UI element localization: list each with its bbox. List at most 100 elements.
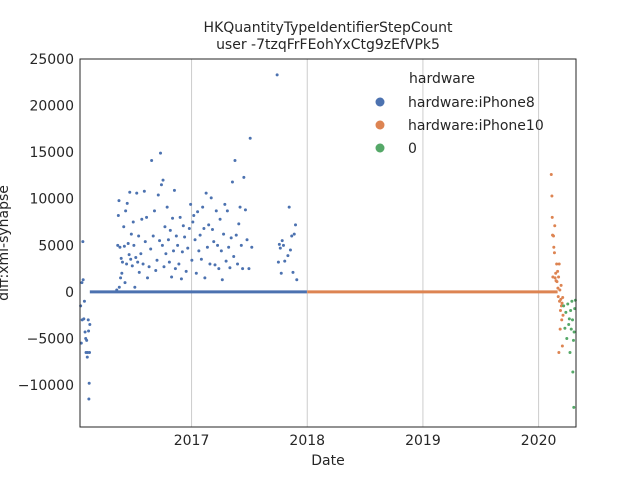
data-point — [560, 301, 564, 305]
data-point — [190, 258, 194, 262]
chart-title: HKQuantityTypeIdentifierStepCount — [204, 20, 453, 36]
data-point — [572, 405, 576, 409]
legend-label: 0 — [408, 141, 417, 157]
data-point — [572, 330, 576, 334]
data-point — [220, 278, 224, 282]
data-point — [562, 304, 566, 308]
data-point — [565, 336, 569, 340]
data-point — [559, 297, 563, 301]
data-point — [558, 327, 562, 331]
data-point — [243, 208, 247, 212]
data-point — [167, 260, 171, 264]
data-point — [141, 262, 145, 266]
data-point — [151, 234, 155, 238]
data-point — [136, 260, 140, 264]
data-point — [216, 243, 220, 247]
data-point — [560, 344, 564, 348]
data-point — [80, 281, 84, 285]
data-point — [238, 205, 242, 209]
data-point — [147, 265, 151, 269]
gridlines — [191, 59, 540, 427]
legend-title: hardware — [409, 71, 475, 87]
data-point — [207, 223, 211, 227]
data-point — [142, 189, 146, 193]
x-tick-label: 2018 — [289, 433, 325, 449]
data-point — [218, 217, 222, 221]
data-point — [250, 245, 254, 249]
data-point — [288, 248, 292, 252]
y-tick-label: −5000 — [27, 331, 74, 347]
data-point — [234, 233, 238, 237]
data-point — [286, 254, 290, 258]
data-point — [292, 232, 296, 236]
data-point — [162, 265, 166, 269]
y-tick-labels: −10000 −5000 0 5000 10000 15000 20000 25000 — [18, 52, 74, 394]
data-point — [117, 285, 121, 289]
data-point — [183, 235, 187, 239]
data-point — [203, 276, 207, 280]
data-point — [152, 209, 156, 213]
data-point — [116, 214, 120, 218]
data-point — [81, 278, 85, 282]
data-point — [178, 215, 182, 219]
data-point — [232, 255, 236, 259]
data-point — [222, 232, 226, 236]
x-tick-label: 2019 — [405, 433, 441, 449]
data-point — [156, 193, 160, 197]
data-point — [210, 227, 214, 231]
data-point — [213, 263, 217, 267]
data-point — [165, 205, 169, 209]
data-point — [567, 323, 571, 327]
data-point — [205, 245, 209, 249]
data-point — [553, 224, 557, 228]
legend-label: hardware:iPhone10 — [408, 118, 544, 134]
data-point — [145, 215, 149, 219]
data-point — [192, 214, 196, 218]
data-point — [161, 178, 165, 182]
data-point — [559, 304, 563, 308]
data-point — [154, 268, 158, 272]
data-point — [569, 309, 573, 313]
data-point — [79, 341, 83, 345]
data-point — [135, 191, 139, 195]
y-tick-label: −10000 — [18, 378, 74, 394]
data-point — [83, 330, 87, 334]
data-point — [233, 159, 237, 163]
data-point — [87, 381, 91, 385]
data-point — [174, 234, 178, 238]
data-point — [137, 270, 141, 274]
data-point — [129, 232, 133, 236]
data-point — [125, 262, 129, 266]
data-point — [228, 266, 232, 270]
data-point — [209, 196, 213, 200]
data-point — [568, 350, 572, 354]
data-point — [127, 253, 131, 257]
data-point — [133, 285, 137, 289]
data-point — [212, 240, 216, 244]
data-point — [278, 246, 282, 250]
data-point — [558, 288, 562, 292]
data-point — [155, 258, 159, 262]
data-point — [550, 215, 554, 219]
legend-marker — [375, 143, 385, 153]
data-point — [193, 238, 197, 242]
data-point — [201, 205, 205, 209]
data-point — [245, 238, 249, 242]
data-point — [559, 283, 563, 287]
data-point — [566, 302, 570, 306]
data-point — [208, 262, 212, 266]
data-point — [553, 276, 557, 280]
y-axis-label: diff:xml-synapse — [0, 185, 12, 301]
data-point — [189, 202, 193, 206]
data-point — [571, 318, 575, 322]
data-point — [281, 243, 285, 247]
data-point — [163, 225, 167, 229]
data-point — [241, 267, 245, 271]
data-point — [150, 159, 154, 163]
data-point — [115, 288, 119, 292]
data-point — [230, 180, 234, 184]
data-point — [140, 217, 144, 221]
data-point — [571, 338, 575, 342]
y-tick-label: 10000 — [29, 192, 74, 208]
data-point — [223, 202, 227, 206]
